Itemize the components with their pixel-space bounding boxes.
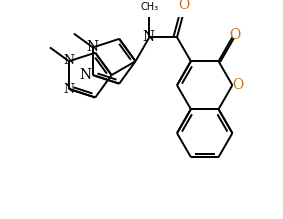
Text: O: O [232, 78, 244, 92]
Text: N: N [79, 68, 91, 82]
Text: O: O [230, 28, 241, 42]
Text: N: N [142, 30, 155, 44]
Text: O: O [179, 0, 190, 12]
Text: N: N [63, 83, 74, 96]
Text: N: N [63, 54, 74, 67]
Text: CH₃: CH₃ [140, 2, 158, 12]
Text: N: N [86, 41, 98, 55]
